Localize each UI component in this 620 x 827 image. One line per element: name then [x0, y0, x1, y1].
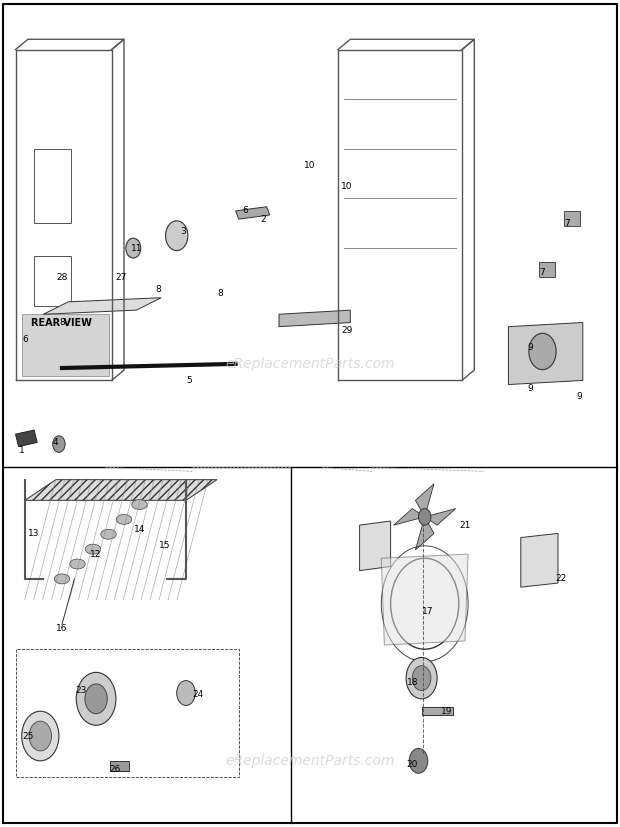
Text: 3: 3: [180, 227, 186, 236]
Polygon shape: [422, 707, 453, 715]
Polygon shape: [415, 484, 434, 517]
Ellipse shape: [69, 559, 86, 569]
Circle shape: [85, 684, 107, 714]
Polygon shape: [360, 521, 391, 571]
Bar: [16, 649, 239, 777]
Text: 10: 10: [342, 182, 353, 190]
Text: 8: 8: [155, 285, 161, 294]
Text: 10: 10: [304, 161, 316, 170]
Text: 7: 7: [564, 219, 570, 227]
Polygon shape: [508, 323, 583, 385]
Text: 5: 5: [186, 376, 192, 385]
Text: 13: 13: [29, 529, 40, 538]
Bar: [34, 149, 71, 223]
Text: 4: 4: [53, 438, 59, 447]
Text: 20: 20: [407, 761, 418, 769]
Text: 16: 16: [56, 624, 68, 633]
Polygon shape: [279, 310, 350, 327]
Text: 26: 26: [109, 765, 120, 773]
Polygon shape: [425, 509, 456, 525]
Text: 17: 17: [422, 608, 433, 616]
Polygon shape: [236, 207, 270, 219]
Ellipse shape: [55, 574, 69, 584]
Text: 9: 9: [527, 385, 533, 393]
Text: 9: 9: [527, 343, 533, 351]
Circle shape: [406, 657, 437, 699]
Ellipse shape: [86, 544, 101, 554]
Text: 1: 1: [19, 447, 25, 455]
Text: 2: 2: [260, 215, 267, 223]
Text: REAR VIEW: REAR VIEW: [31, 318, 92, 327]
Circle shape: [166, 221, 188, 251]
Text: 19: 19: [441, 707, 452, 715]
Ellipse shape: [117, 514, 131, 524]
Polygon shape: [16, 430, 37, 447]
Circle shape: [418, 509, 431, 525]
Circle shape: [29, 721, 51, 751]
Circle shape: [412, 666, 431, 691]
Text: 21: 21: [459, 521, 471, 529]
Circle shape: [76, 672, 116, 725]
Circle shape: [53, 436, 65, 452]
Text: eReplacementParts.com: eReplacementParts.com: [225, 754, 395, 767]
Bar: [110, 761, 129, 771]
Text: 12: 12: [91, 550, 102, 558]
Text: 24: 24: [193, 691, 204, 699]
Polygon shape: [394, 509, 425, 525]
Text: 11: 11: [131, 244, 142, 252]
Polygon shape: [43, 298, 161, 314]
Circle shape: [409, 748, 428, 773]
Text: 25: 25: [22, 732, 33, 740]
Polygon shape: [521, 533, 558, 587]
Text: 18: 18: [407, 678, 418, 686]
Polygon shape: [25, 480, 217, 500]
Text: 6: 6: [22, 335, 28, 343]
Circle shape: [22, 711, 59, 761]
Ellipse shape: [131, 500, 148, 509]
Circle shape: [177, 681, 195, 705]
Text: 27: 27: [115, 273, 126, 281]
Text: 22: 22: [556, 575, 567, 583]
Polygon shape: [381, 554, 468, 645]
Bar: [564, 211, 580, 226]
Text: 6: 6: [242, 207, 248, 215]
Circle shape: [126, 238, 141, 258]
Text: 29: 29: [342, 327, 353, 335]
Bar: [539, 262, 555, 277]
Polygon shape: [415, 517, 434, 550]
Text: 15: 15: [159, 542, 170, 550]
Text: 8: 8: [59, 318, 65, 327]
Text: 8: 8: [217, 289, 223, 298]
Bar: [34, 256, 71, 306]
Text: 9: 9: [577, 393, 583, 401]
Text: 14: 14: [134, 525, 145, 533]
Ellipse shape: [101, 529, 117, 539]
Bar: [22, 314, 108, 376]
Text: 7: 7: [539, 269, 546, 277]
Text: eReplacementParts.com: eReplacementParts.com: [225, 357, 395, 370]
Text: 23: 23: [75, 686, 86, 695]
Circle shape: [529, 333, 556, 370]
Text: 28: 28: [56, 273, 68, 281]
